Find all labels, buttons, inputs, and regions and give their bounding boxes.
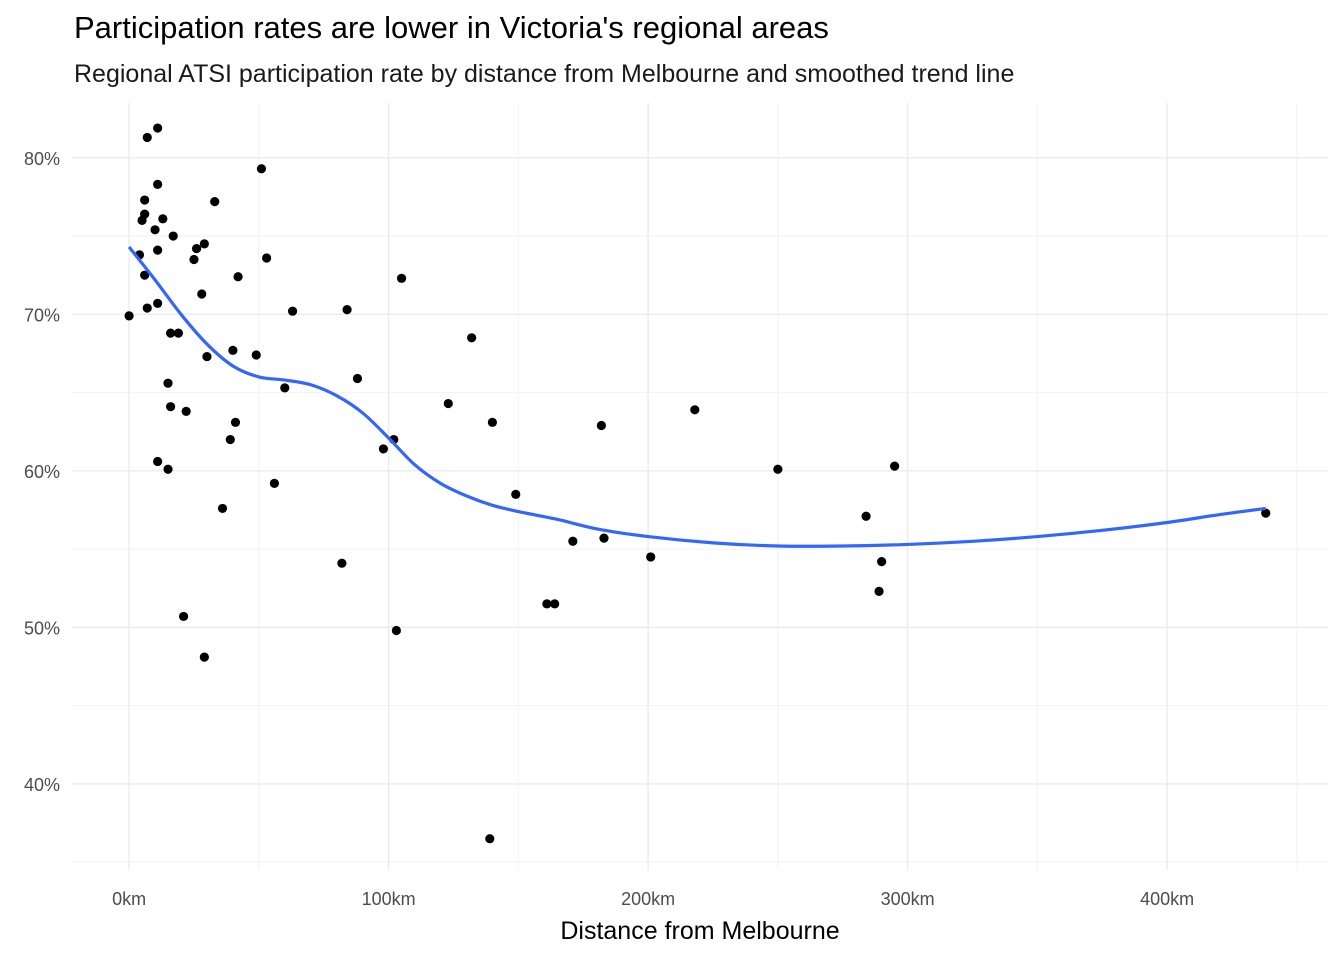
data-point bbox=[568, 536, 578, 546]
data-point bbox=[877, 557, 887, 567]
data-point bbox=[599, 533, 609, 543]
data-point bbox=[153, 456, 163, 467]
data-point bbox=[342, 305, 352, 315]
x-axis-ticks: 0km 100km 200km 300km 400km bbox=[112, 889, 1194, 909]
data-point bbox=[142, 132, 152, 143]
data-point bbox=[163, 464, 173, 474]
data-point bbox=[181, 406, 191, 416]
data-point bbox=[542, 599, 552, 609]
data-point bbox=[140, 209, 150, 219]
data-point bbox=[140, 270, 150, 280]
data-point bbox=[202, 351, 212, 362]
data-point bbox=[140, 195, 150, 205]
data-point bbox=[690, 405, 700, 415]
x-axis-title: Distance from Melbourne bbox=[560, 917, 839, 945]
data-point bbox=[124, 311, 134, 321]
data-point bbox=[443, 398, 453, 409]
data-point bbox=[150, 225, 160, 235]
x-tick-label: 400km bbox=[1140, 889, 1194, 909]
major-gridlines bbox=[72, 103, 1328, 870]
data-point bbox=[166, 328, 176, 338]
data-point bbox=[646, 552, 656, 562]
chart-title: Participation rates are lower in Victori… bbox=[74, 10, 829, 45]
data-point bbox=[233, 272, 243, 282]
data-point bbox=[287, 306, 298, 316]
minor-gridlines bbox=[72, 103, 1328, 870]
data-point bbox=[280, 383, 290, 393]
data-point bbox=[210, 197, 220, 207]
data-point bbox=[378, 444, 389, 454]
data-point bbox=[874, 586, 884, 596]
data-point bbox=[251, 350, 261, 360]
data-point bbox=[596, 420, 606, 431]
data-point bbox=[225, 434, 235, 445]
data-point bbox=[197, 289, 207, 299]
data-points bbox=[124, 123, 1271, 844]
data-point bbox=[191, 243, 202, 254]
data-point bbox=[158, 214, 168, 224]
x-tick-label: 100km bbox=[362, 889, 416, 909]
data-point bbox=[166, 402, 176, 412]
data-point bbox=[199, 239, 209, 249]
data-point bbox=[163, 378, 173, 388]
data-point bbox=[337, 558, 347, 568]
chart-subtitle: Regional ATSI participation rate by dist… bbox=[74, 60, 1015, 88]
data-point bbox=[153, 298, 163, 308]
y-tick-label: 70% bbox=[24, 305, 60, 325]
data-point bbox=[550, 599, 560, 609]
data-point bbox=[199, 652, 209, 662]
x-tick-label: 300km bbox=[881, 889, 935, 909]
data-point bbox=[256, 164, 267, 174]
data-point bbox=[773, 464, 783, 474]
data-point bbox=[1261, 508, 1271, 518]
x-tick-label: 200km bbox=[621, 889, 675, 909]
data-point bbox=[487, 417, 497, 427]
y-tick-label: 40% bbox=[24, 775, 60, 795]
data-point bbox=[861, 511, 871, 521]
data-point bbox=[228, 345, 238, 355]
y-axis-ticks: 40% 50% 60% 70% 80% bbox=[24, 149, 60, 795]
data-point bbox=[153, 123, 163, 133]
data-point bbox=[352, 373, 363, 384]
data-point bbox=[269, 478, 280, 488]
data-point bbox=[230, 417, 241, 427]
data-point bbox=[217, 503, 228, 514]
y-tick-label: 60% bbox=[24, 462, 60, 482]
data-point bbox=[168, 231, 178, 241]
data-point bbox=[142, 303, 152, 313]
data-point bbox=[173, 328, 183, 338]
smoothed-trend-line bbox=[127, 246, 1266, 548]
data-point bbox=[396, 273, 407, 283]
data-point bbox=[153, 245, 163, 255]
data-point bbox=[485, 834, 495, 844]
y-tick-label: 80% bbox=[24, 149, 60, 169]
data-point bbox=[890, 461, 900, 471]
data-point bbox=[189, 254, 199, 265]
data-point bbox=[391, 625, 401, 636]
data-point bbox=[467, 333, 477, 343]
data-point bbox=[511, 489, 521, 499]
data-point bbox=[262, 253, 272, 263]
data-point bbox=[178, 611, 189, 622]
x-tick-label: 0km bbox=[112, 889, 146, 909]
y-tick-label: 50% bbox=[24, 618, 60, 638]
data-point bbox=[153, 179, 163, 189]
